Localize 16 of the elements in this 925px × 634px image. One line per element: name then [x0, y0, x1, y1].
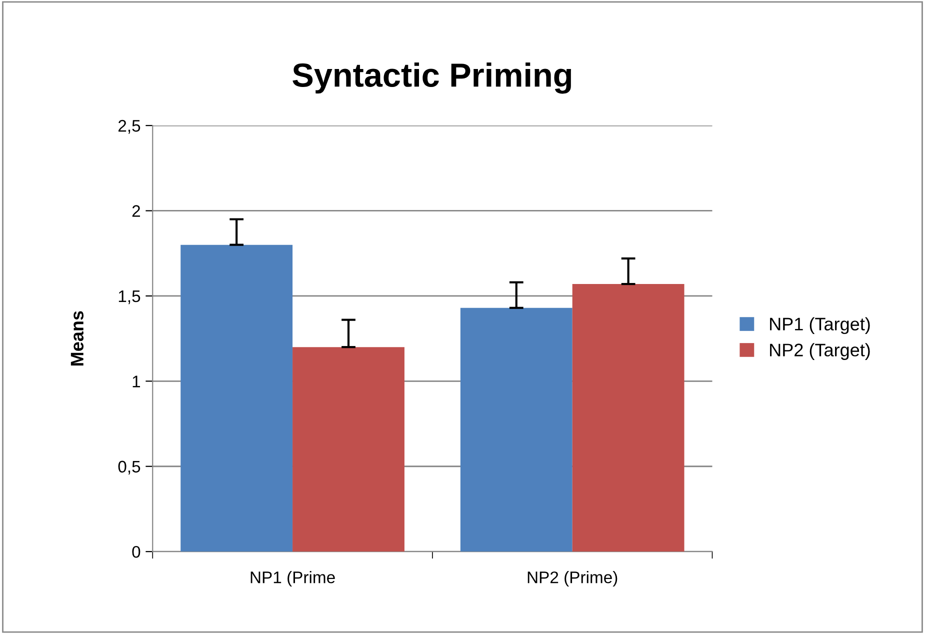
y-axis-title: Means	[70, 311, 84, 366]
y-tick-label: 1	[132, 376, 140, 388]
chart-title: Syntactic Priming	[292, 62, 571, 94]
bar	[572, 284, 684, 552]
y-tick-label: 0,5	[118, 460, 140, 475]
x-tick-label: NP1 (Prime	[250, 571, 335, 587]
y-tick-label: 1,5	[118, 290, 140, 304]
y-tick-label: 2	[132, 205, 140, 217]
y-tick-label: 2,5	[118, 120, 140, 134]
y-tick-label: 0	[132, 546, 140, 558]
bar	[180, 244, 293, 552]
legend-label: NP2 (Target)	[770, 343, 870, 360]
bar	[460, 308, 572, 552]
legend-label: NP1 (Target)	[770, 317, 870, 334]
bar	[292, 347, 404, 552]
x-tick-label: NP2 (Prime)	[528, 571, 618, 587]
